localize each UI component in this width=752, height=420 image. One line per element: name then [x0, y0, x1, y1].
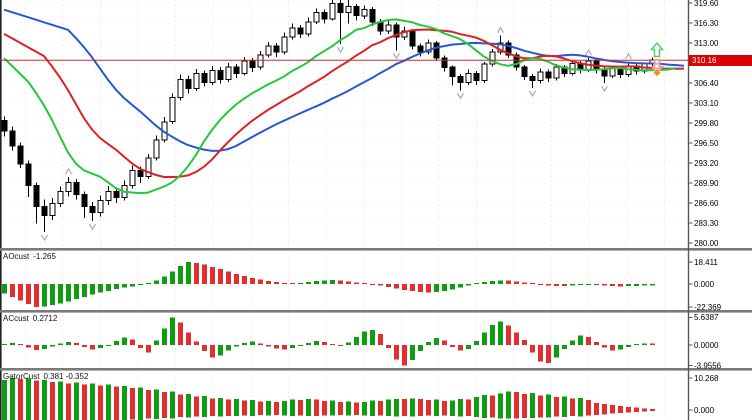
- svg-text:319.60: 319.60: [694, 0, 719, 8]
- sell-arrow-marker: [649, 59, 665, 75]
- svg-text:289.90: 289.90: [694, 179, 719, 188]
- svg-text:-3.9556: -3.9556: [694, 361, 722, 370]
- svg-text:299.80: 299.80: [694, 119, 719, 128]
- alligator-lines: [3, 8, 685, 195]
- buy-arrow-marker: [649, 41, 665, 58]
- fractal-arrows: [40, 26, 633, 242]
- ac-histogram: [2, 317, 655, 366]
- svg-text:316.30: 316.30: [694, 19, 719, 28]
- svg-text:313.00: 313.00: [694, 39, 719, 48]
- ao-indicator-label: AOcust -1.265: [3, 252, 56, 261]
- svg-text:293.20: 293.20: [694, 159, 719, 168]
- ac-indicator-name: ACcust: [3, 314, 29, 323]
- svg-text:0.0000: 0.0000: [694, 341, 719, 350]
- gator-indicator-value: 0.381 -0.352: [43, 372, 89, 381]
- ac-indicator-label: ACcust 0.2712: [3, 314, 57, 323]
- trade-markers: [649, 41, 665, 77]
- svg-text:296.50: 296.50: [694, 139, 719, 148]
- svg-text:280.00: 280.00: [694, 239, 719, 248]
- svg-text:306.40: 306.40: [694, 79, 719, 88]
- svg-text:303.10: 303.10: [694, 99, 719, 108]
- gator-histogram: [2, 378, 655, 420]
- svg-text:283.30: 283.30: [694, 219, 719, 228]
- svg-text:0.000: 0.000: [694, 280, 715, 289]
- gator-indicator-name: GatorCust: [3, 372, 40, 381]
- svg-text:286.60: 286.60: [694, 199, 719, 208]
- ac-indicator-value: 0.2712: [32, 314, 58, 323]
- diamond-marker: [653, 69, 661, 77]
- svg-text:5.6387: 5.6387: [694, 313, 719, 322]
- ao-indicator-name: AOcust: [3, 252, 30, 261]
- svg-text:0.000: 0.000: [694, 406, 715, 415]
- gator-indicator-label: GatorCust 0.381 -0.352: [3, 372, 88, 381]
- ao-indicator-value: -1.265: [33, 252, 56, 261]
- current-price-tag: 310.16: [689, 55, 752, 66]
- svg-text:10.268: 10.268: [694, 374, 719, 383]
- svg-text:18.411: 18.411: [694, 258, 718, 267]
- price-axis: 319.60 316.30 313.00 306.40 303.10 299.80 296.…: [687, 0, 722, 420]
- panel-separators: [0, 248, 752, 371]
- ao-histogram: [2, 262, 655, 307]
- svg-text:-22.369: -22.369: [694, 303, 722, 312]
